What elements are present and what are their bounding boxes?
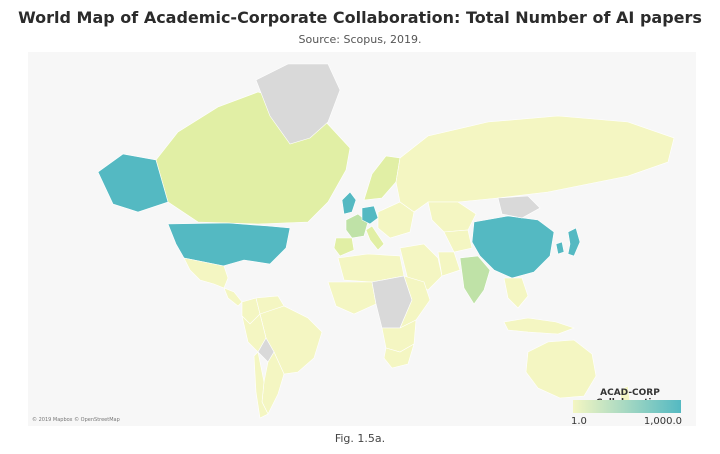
map-attribution[interactable]: © 2019 Mapbox © OpenStreetMap: [32, 417, 120, 423]
region-india[interactable]: India: [459, 255, 491, 305]
region-italy[interactable]: Italy: [365, 225, 385, 251]
region-united-states[interactable]: United States: [167, 222, 291, 267]
region-russia[interactable]: Russia: [395, 115, 675, 213]
region-south-korea[interactable]: South Korea: [555, 241, 565, 255]
region-china[interactable]: China: [471, 215, 555, 279]
region-kazakhstan[interactable]: Kazakhstan: [427, 201, 477, 233]
map-title: World Map of Academic-Corporate Collabor…: [18, 8, 702, 27]
map-subtitle: Source: Scopus, 2019.: [298, 33, 422, 46]
region-chile[interactable]: Chile: [253, 351, 269, 419]
region-indonesia[interactable]: Indonesia: [503, 317, 575, 335]
region-japan[interactable]: Japan: [567, 227, 581, 257]
figure-caption: Fig. 1.5a.: [334, 432, 386, 445]
legend-color-scale: [573, 400, 681, 413]
region-southeast-asia[interactable]: Southeast Asia: [503, 277, 529, 309]
legend-max-label: 1,000.0: [643, 416, 682, 427]
region-iran[interactable]: Iran: [437, 251, 461, 277]
legend-min-label: 1.0: [571, 416, 587, 427]
region-scandinavia[interactable]: Scandinavia: [363, 155, 401, 201]
region-west-africa[interactable]: West Africa: [327, 281, 377, 315]
world-map[interactable]: Canada Alaska (United States) United Sta…: [28, 52, 696, 426]
map-canvas[interactable]: Canada Alaska (United States) United Sta…: [28, 52, 696, 426]
region-greenland[interactable]: Greenland: [255, 63, 341, 145]
region-australia[interactable]: Australia: [525, 339, 597, 399]
region-central-america[interactable]: Central America: [223, 287, 243, 307]
region-germany[interactable]: Germany: [361, 205, 379, 225]
region-united-kingdom[interactable]: United Kingdom: [341, 191, 357, 215]
region-central-asia[interactable]: Central Asia: [443, 229, 473, 253]
region-mongolia[interactable]: Mongolia: [497, 195, 541, 219]
region-south-africa[interactable]: South Africa: [383, 343, 415, 369]
region-iberia[interactable]: Iberia: [333, 237, 355, 257]
region-alaska[interactable]: Alaska (United States): [97, 153, 169, 213]
